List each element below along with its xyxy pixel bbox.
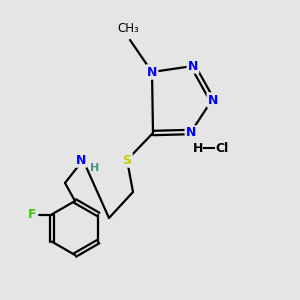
Text: Cl: Cl — [215, 142, 228, 154]
Text: N: N — [186, 127, 196, 140]
Text: H: H — [90, 163, 100, 173]
Text: N: N — [147, 65, 157, 79]
Text: S: S — [122, 154, 131, 166]
Text: CH₃: CH₃ — [117, 22, 139, 35]
Text: H: H — [193, 142, 203, 154]
Text: N: N — [76, 154, 86, 166]
Text: N: N — [208, 94, 218, 106]
Text: N: N — [188, 59, 198, 73]
Text: F: F — [28, 208, 37, 221]
